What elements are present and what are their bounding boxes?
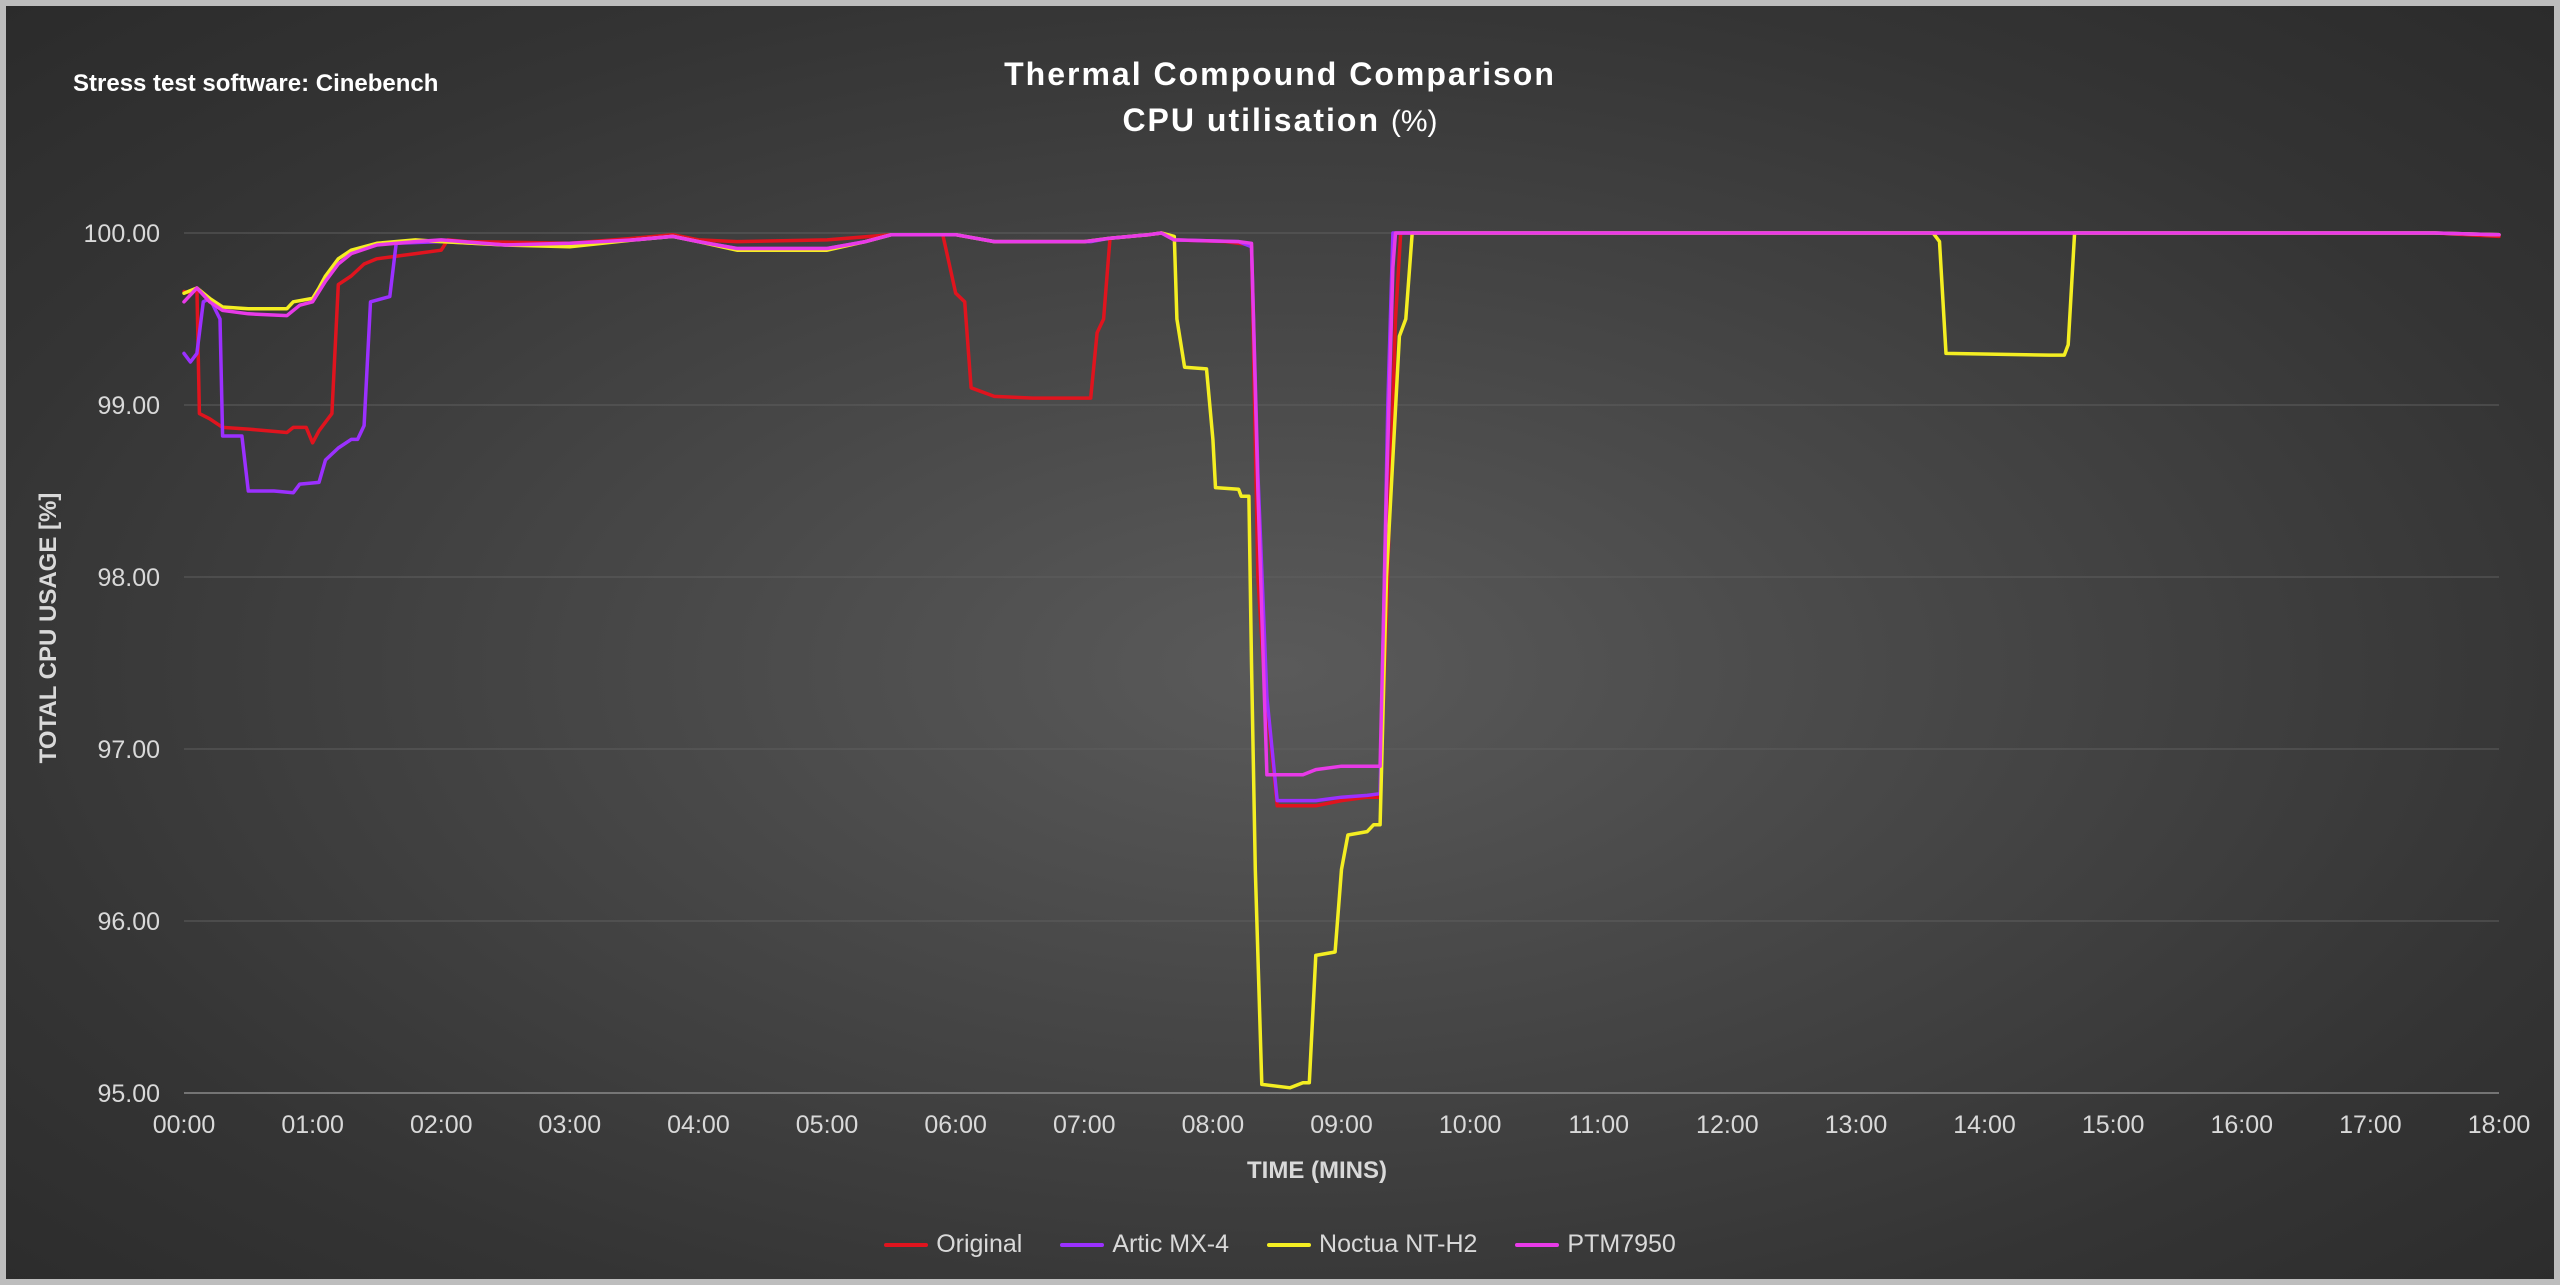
series-line-noctua-nt-h2 [182,231,2501,1090]
x-tick-label: 17:00 [2339,1111,2402,1139]
x-tick-label: 06:00 [924,1111,987,1139]
x-tick-label: 02:00 [410,1111,473,1139]
x-tick-label: 07:00 [1053,1111,1116,1139]
chart-title-block: Thermal Compound Comparison CPU utilisat… [6,51,2554,145]
legend-label: Noctua NT-H2 [1319,1230,1478,1258]
legend-item: Artic MX-4 [1060,1230,1229,1259]
legend-label: PTM7950 [1567,1230,1676,1258]
y-tick-label: 96.00 [97,908,160,936]
chart-subtitle: CPU utilisation [1122,102,1380,138]
legend-item: Noctua NT-H2 [1267,1230,1477,1259]
x-tick-label: 05:00 [796,1111,859,1139]
x-tick-label: 14:00 [1953,1111,2016,1139]
y-tick-label: 99.00 [97,392,160,420]
legend-swatch [1515,1242,1560,1247]
x-tick-label: 16:00 [2210,1111,2273,1139]
x-tick-label: 10:00 [1439,1111,1502,1139]
legend-swatch [1060,1242,1105,1247]
x-tick-label: 11:00 [1568,1111,1629,1139]
y-tick-label: 95.00 [97,1080,160,1108]
x-tick-label: 04:00 [667,1111,730,1139]
y-axis-ticks: 95.00 96.00 97.00 98.00 99.00 100.00 [84,220,160,1108]
series-lines [182,231,2501,1090]
gridlines [184,232,2499,1094]
line-chart: 95.00 96.00 97.00 98.00 99.00 100.00 00:00 01:… [35,220,2531,1184]
x-tick-label: 08:00 [1182,1111,1245,1139]
legend-item: PTM7950 [1515,1230,1676,1259]
x-tick-label: 03:00 [539,1111,602,1139]
x-tick-label: 15:00 [2082,1111,2145,1139]
x-tick-label: 13:00 [1825,1111,1888,1139]
legend-swatch [884,1242,929,1247]
x-tick-label: 18:00 [2468,1111,2531,1139]
chart-title: Thermal Compound Comparison [1004,56,1556,92]
chart-subtitle-line: CPU utilisation (%) [6,97,2554,145]
stress-test-note: Stress test software: Cinebench [73,70,439,97]
x-tick-label: 00:00 [153,1111,216,1139]
series-line-original [182,231,2501,808]
x-tick-label: 01:00 [281,1111,344,1139]
y-axis-label: TOTAL CPU USAGE [%] [35,493,62,764]
legend-label: Original [936,1230,1023,1258]
legend-label: Artic MX-4 [1112,1230,1230,1258]
x-axis-ticks: 00:00 01:00 02:00 03:00 04:00 05:00 06:00 07:00… [153,1111,2531,1139]
x-tick-label: 12:00 [1696,1111,1759,1139]
chart-subtitle-unit: (%) [1390,105,1438,138]
legend-item: Original [884,1230,1022,1259]
y-tick-label: 97.00 [97,736,160,764]
legend: Original Artic MX-4 Noctua NT-H2 PTM7950 [6,1230,2554,1259]
legend-swatch [1267,1242,1312,1247]
chart-area: 95.00 96.00 97.00 98.00 99.00 100.00 00:00 01:… [6,6,2554,1279]
x-axis-label: TIME (MINS) [1247,1157,1387,1184]
series-line-ptm7950 [182,231,2501,777]
y-tick-label: 100.00 [84,220,160,248]
y-tick-label: 98.00 [97,564,160,592]
series-line-artic-mx-4 [182,231,2501,803]
x-tick-label: 09:00 [1310,1111,1373,1139]
